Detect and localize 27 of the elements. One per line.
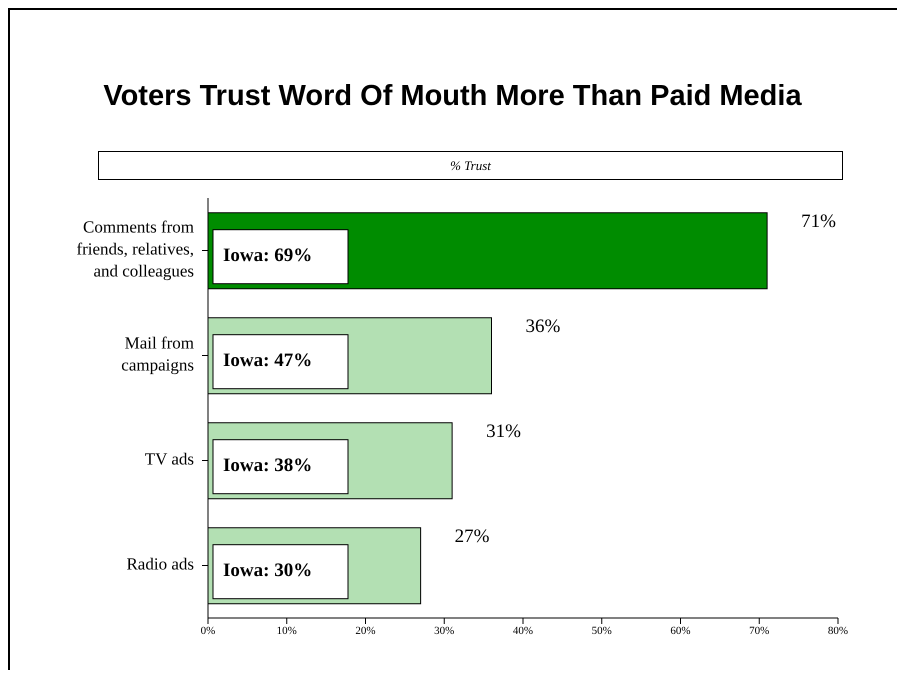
x-tick-label: 60% [670,624,691,637]
y-tick-label: TV ads [144,449,194,468]
x-tick-label: 20% [355,624,376,637]
x-tick-label: 50% [592,624,612,637]
x-tick-label: 70% [749,624,770,637]
annotation: Iowa: 47% [223,350,312,372]
annotation: Iowa: 69% [223,245,312,266]
chart-title: Voters Trust Word Of Mouth More Than Paid Media [102,80,803,113]
y-tick-label: Radio ads [126,554,194,574]
data-label: 27% [454,526,490,548]
x-tick-label: 0% [200,624,216,637]
note-box: Iowa: 30% [212,544,348,600]
y-tick-label: Mail from campaigns [121,333,194,374]
x-tick-label: 30% [434,624,454,637]
data-label: 36% [526,316,560,338]
data-label: 71% [801,211,836,232]
chart-subtitle: % Trust [98,151,843,180]
note-box: Iowa: 69% [212,229,348,284]
x-tick-label: 40% [512,624,534,637]
y-tick-label: Comments from friends, relatives, and colleagues [76,217,194,280]
data-label: 31% [486,421,522,442]
note-box: Iowa: 47% [212,334,348,390]
x-tick-label: 10% [276,624,297,637]
note-box: Iowa: 38% [212,439,348,494]
annotation: Iowa: 38% [223,455,312,476]
annotation: Iowa: 30% [223,560,312,582]
x-tick-label: 80% [828,624,848,637]
